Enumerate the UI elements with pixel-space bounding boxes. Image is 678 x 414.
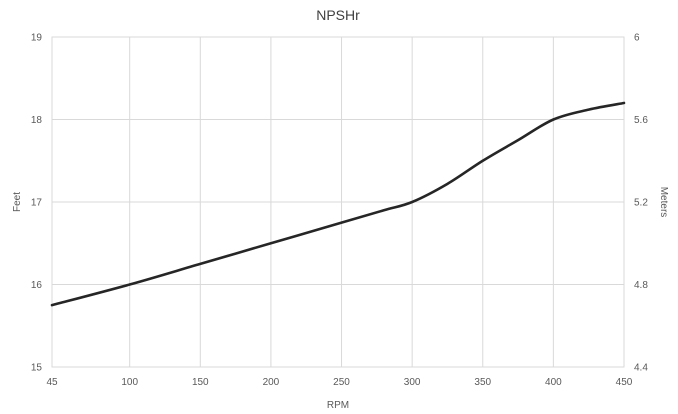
x-tick-label: 400 <box>545 377 562 388</box>
y-tick-label: 19 <box>31 33 43 44</box>
y2-tick-label: 5.6 <box>634 115 648 126</box>
y2-tick-label: 4.4 <box>634 363 648 374</box>
x-axis-title: RPM <box>327 400 349 411</box>
y-tick-label: 15 <box>31 363 43 374</box>
y2-tick-label: 4.8 <box>634 280 648 291</box>
series-line <box>50 101 626 307</box>
y-tick-label: 17 <box>31 198 43 209</box>
plot-frame <box>51 36 625 368</box>
x-tick-label: 300 <box>404 377 421 388</box>
x-tick-label: 100 <box>121 377 138 388</box>
x-axis-ticks: 45 100 150 200 250 300 350 400 450 <box>46 377 632 388</box>
x-tick-label: 200 <box>263 377 280 388</box>
chart-title: NPSHr <box>316 7 360 23</box>
y2-tick-label: 5.2 <box>634 198 648 209</box>
y-tick-label: 16 <box>31 280 43 291</box>
y2-axis-title: Meters <box>658 187 669 218</box>
x-tick-label: 350 <box>474 377 491 388</box>
y-tick-label: 18 <box>31 115 43 126</box>
series-layer <box>50 101 626 307</box>
x-tick-label: 450 <box>616 377 633 388</box>
y-axis-title: Feet <box>12 192 23 212</box>
gridlines <box>51 36 625 368</box>
x-tick-label: 250 <box>333 377 350 388</box>
y-axis-ticks: 15 16 17 18 19 <box>31 33 43 374</box>
y2-tick-label: 6 <box>634 33 640 44</box>
x-tick-label: 45 <box>46 377 58 388</box>
x-tick-label: 150 <box>192 377 209 388</box>
y2-axis-ticks: 4.4 4.8 5.2 5.6 6 <box>634 33 648 374</box>
